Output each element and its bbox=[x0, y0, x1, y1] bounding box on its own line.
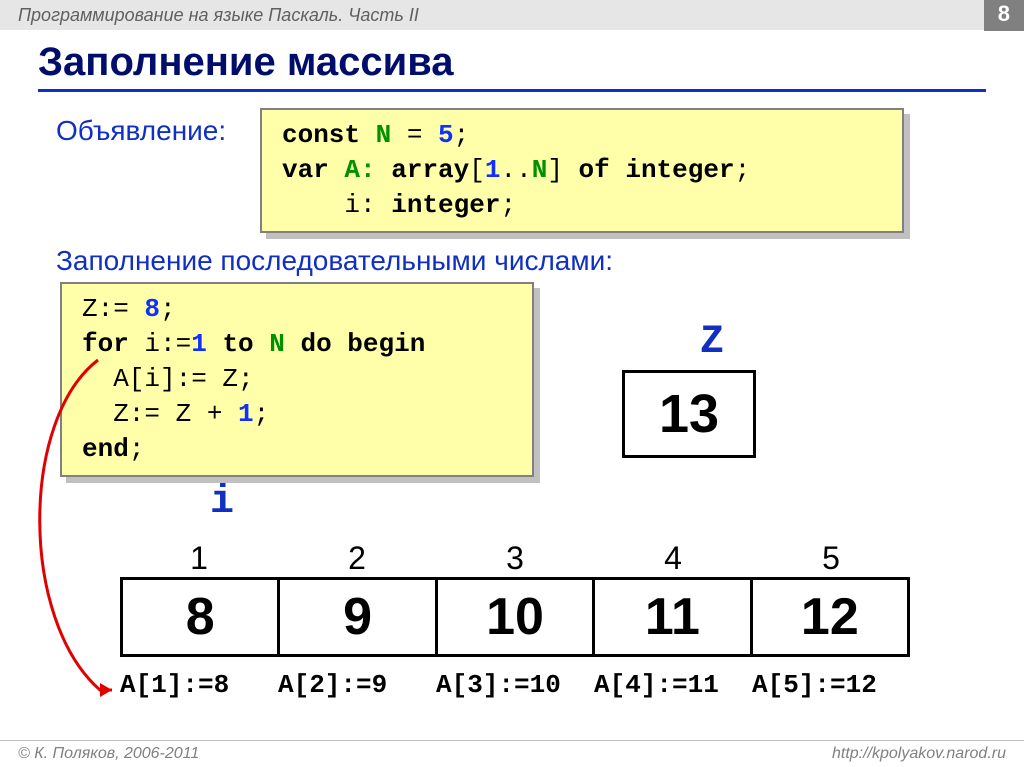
array-diagram: 12345 89101112 bbox=[120, 540, 910, 657]
array-assignment: A[5]:=12 bbox=[752, 670, 910, 700]
array-assignment: A[4]:=11 bbox=[594, 670, 752, 700]
section1-label: Объявление: bbox=[56, 115, 226, 147]
array-cell: 10 bbox=[438, 580, 595, 654]
array-index-row: 12345 bbox=[120, 540, 910, 577]
copyright: © К. Поляков, 2006-2011 bbox=[18, 745, 199, 763]
array-cell: 12 bbox=[753, 580, 907, 654]
array-cell-row: 89101112 bbox=[120, 577, 910, 657]
array-index: 5 bbox=[752, 540, 910, 577]
array-index: 4 bbox=[594, 540, 752, 577]
header-bar: Программирование на языке Паскаль. Часть… bbox=[0, 0, 1024, 30]
codebox-loop: Z:= 8; for i:=1 to N do begin A[i]:= Z; … bbox=[60, 282, 534, 477]
title-rule bbox=[38, 89, 986, 92]
section2-label: Заполнение последовательными числами: bbox=[56, 245, 613, 277]
breadcrumb: Программирование на языке Паскаль. Часть… bbox=[18, 5, 419, 26]
z-value-box: 13 bbox=[622, 370, 756, 458]
source-url: http://kpolyakov.narod.ru bbox=[832, 745, 1006, 763]
array-assignment: A[1]:=8 bbox=[120, 670, 278, 700]
array-cell: 9 bbox=[280, 580, 437, 654]
page-number: 8 bbox=[984, 0, 1024, 31]
i-label: i bbox=[210, 480, 234, 525]
array-index: 2 bbox=[278, 540, 436, 577]
page-title: Заполнение массива bbox=[38, 40, 1024, 85]
z-label: Z bbox=[700, 320, 724, 365]
array-cell: 11 bbox=[595, 580, 752, 654]
array-cell: 8 bbox=[123, 580, 280, 654]
array-index: 1 bbox=[120, 540, 278, 577]
footer: © К. Поляков, 2006-2011 http://kpolyakov… bbox=[0, 740, 1024, 767]
array-assignment: A[3]:=10 bbox=[436, 670, 594, 700]
codebox-declaration: const N = 5; var A: array[1..N] of integ… bbox=[260, 108, 904, 233]
array-assignments: A[1]:=8A[2]:=9A[3]:=10A[4]:=11A[5]:=12 bbox=[120, 670, 910, 700]
array-assignment: A[2]:=9 bbox=[278, 670, 436, 700]
array-index: 3 bbox=[436, 540, 594, 577]
